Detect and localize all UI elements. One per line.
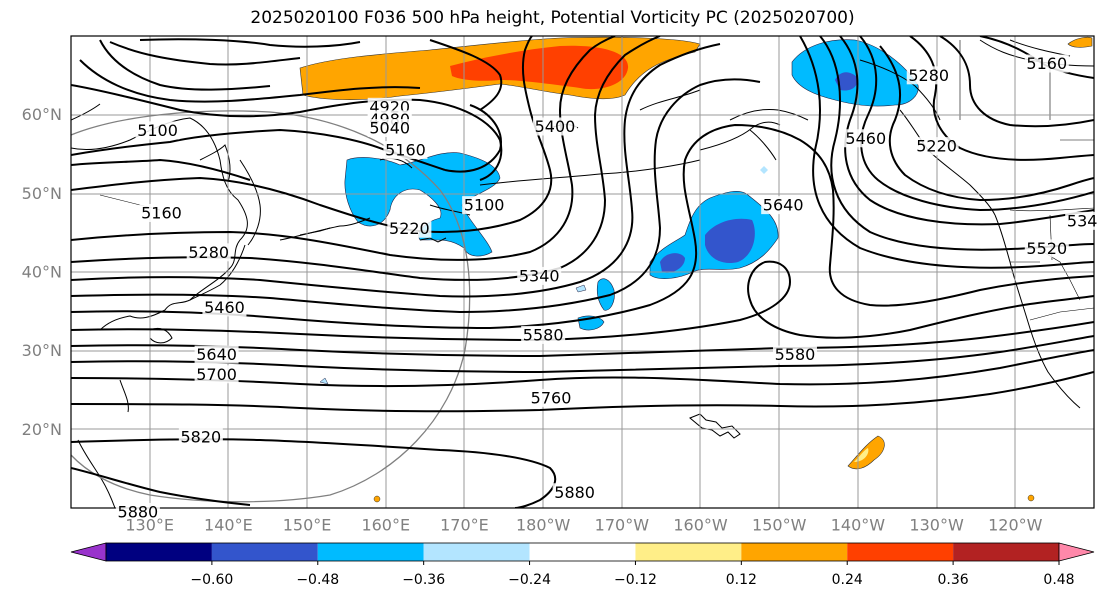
contour-label: 5160 [385, 141, 426, 160]
colorbar-tick-label: −0.36 [402, 572, 445, 588]
contour-label-bg [761, 196, 806, 215]
lon-label: 130°W [909, 516, 964, 535]
contour-label: 5160 [141, 204, 182, 223]
contour-label-bg [1024, 54, 1069, 73]
contour-label: 5640 [196, 345, 237, 364]
contour-label: 5820 [180, 428, 221, 447]
contour-label-bg [517, 266, 562, 285]
contour-label: 5100 [464, 196, 505, 215]
colorbar: −0.60 −0.48 −0.36 −0.24 −0.12 0.12 0.24 0.36 0.4… [70, 542, 1095, 588]
contour-label-bg [383, 141, 428, 160]
contour-label: 534 [1067, 211, 1098, 230]
colorbar-segment [953, 543, 1059, 561]
lat-label: 50°N [22, 184, 62, 203]
contour-label-bg [135, 121, 180, 140]
contour-label-bg [194, 345, 239, 364]
graticule [71, 36, 1094, 508]
contour-label: 5760 [531, 388, 572, 407]
contour-label: 5220 [916, 137, 957, 156]
contour-label-bg [552, 483, 597, 502]
colorbar-tick-label: 0.12 [726, 572, 757, 588]
lon-label: 120°W [988, 516, 1043, 535]
longitude-labels: 130°E 140°E 150°E 160°E 170°E 180°W 170°W 160°W… [125, 516, 1042, 535]
colorbar-tick-label: 0.24 [832, 572, 863, 588]
lat-label: 20°N [22, 420, 62, 439]
colorbar-segment [635, 543, 742, 561]
contour-label-bg [532, 117, 577, 136]
lon-label: 130°E [125, 516, 174, 535]
map-frame [70, 35, 1095, 509]
contour-label: 5040 [369, 119, 410, 138]
colorbar-tick-label: 0.48 [1043, 572, 1074, 588]
contour-label-bg [387, 219, 432, 238]
lon-label: 150°E [283, 516, 332, 535]
contour-label-bg [186, 243, 231, 262]
contour-label-bg [914, 137, 959, 156]
contour-label-bg [906, 66, 951, 85]
contour-label-bg [529, 388, 574, 407]
colorbar-segment [741, 543, 848, 561]
contour-label: 5460 [845, 129, 886, 148]
contour-label: 5220 [389, 219, 430, 238]
contour-label: 5700 [196, 365, 237, 384]
contour-label-bg [115, 502, 160, 521]
lon-label: 140°E [204, 516, 253, 535]
contour-label-bg [462, 196, 507, 215]
contour-label: 5340 [519, 266, 560, 285]
lon-label: 180°W [516, 516, 571, 535]
latitude-labels: 60°N 50°N 40°N 30°N 20°N [22, 105, 62, 439]
lon-label: 140°W [831, 516, 886, 535]
contour-label: 5160 [1026, 54, 1067, 73]
contour-label: 5280 [908, 66, 949, 85]
contour-label-bg [178, 428, 223, 447]
lat-label: 60°N [22, 105, 62, 124]
contour-label: 5460 [204, 298, 245, 317]
contour-label: 5400 [535, 117, 576, 136]
range-circle [71, 110, 471, 503]
contour-label-bg [521, 325, 566, 344]
contour-label-bg [139, 204, 184, 222]
pv-positive-shading [299, 36, 1093, 503]
colorbar-tick-label: −0.48 [296, 572, 339, 588]
colorbar-tick-label: −0.60 [190, 572, 233, 588]
lon-label: 160°E [361, 516, 410, 535]
contour-label: 5880 [554, 483, 595, 502]
colorbar-segment [106, 543, 212, 561]
lat-label: 40°N [22, 263, 62, 282]
colorbar-tick-label: −0.12 [614, 572, 657, 588]
contour-labels: 4920498050405100516054005100522051605280… [115, 54, 1100, 521]
contour-label: 5100 [137, 121, 178, 140]
colorbar-tick-label: −0.24 [508, 572, 551, 588]
colorbar-segment [423, 543, 530, 561]
contour-label-bg [1024, 239, 1069, 258]
colorbar-segment [317, 543, 424, 561]
contour-label-bg [1065, 211, 1100, 230]
contour-label: 5580 [775, 345, 816, 364]
lon-label: 170°E [440, 516, 489, 535]
colorbar-tick-label: 0.36 [938, 572, 969, 588]
colorbar-segment [211, 543, 318, 561]
contour-label-bg [843, 129, 888, 148]
contour-label: 5880 [118, 502, 159, 521]
colorbar-segment [847, 543, 954, 561]
contour-label: 5580 [523, 325, 564, 344]
contour-label-bg [194, 365, 239, 384]
lon-label: 150°W [752, 516, 807, 535]
map-title: 2025020100 F036 500 hPa height, Potentia… [250, 8, 855, 28]
colorbar-extend-low [70, 542, 107, 562]
contour-label: 5640 [763, 196, 804, 215]
colorbar-segment [529, 543, 636, 561]
contour-label: 5280 [188, 243, 229, 262]
lat-label: 30°N [22, 341, 62, 360]
contour-label-bg [772, 345, 817, 364]
contour-label-bg [367, 119, 412, 138]
contour-label: 5520 [1026, 239, 1067, 258]
lon-label: 170°W [595, 516, 650, 535]
contour-label-bg [202, 298, 247, 317]
lon-label: 160°W [673, 516, 728, 535]
colorbar-extend-high [1058, 542, 1095, 562]
